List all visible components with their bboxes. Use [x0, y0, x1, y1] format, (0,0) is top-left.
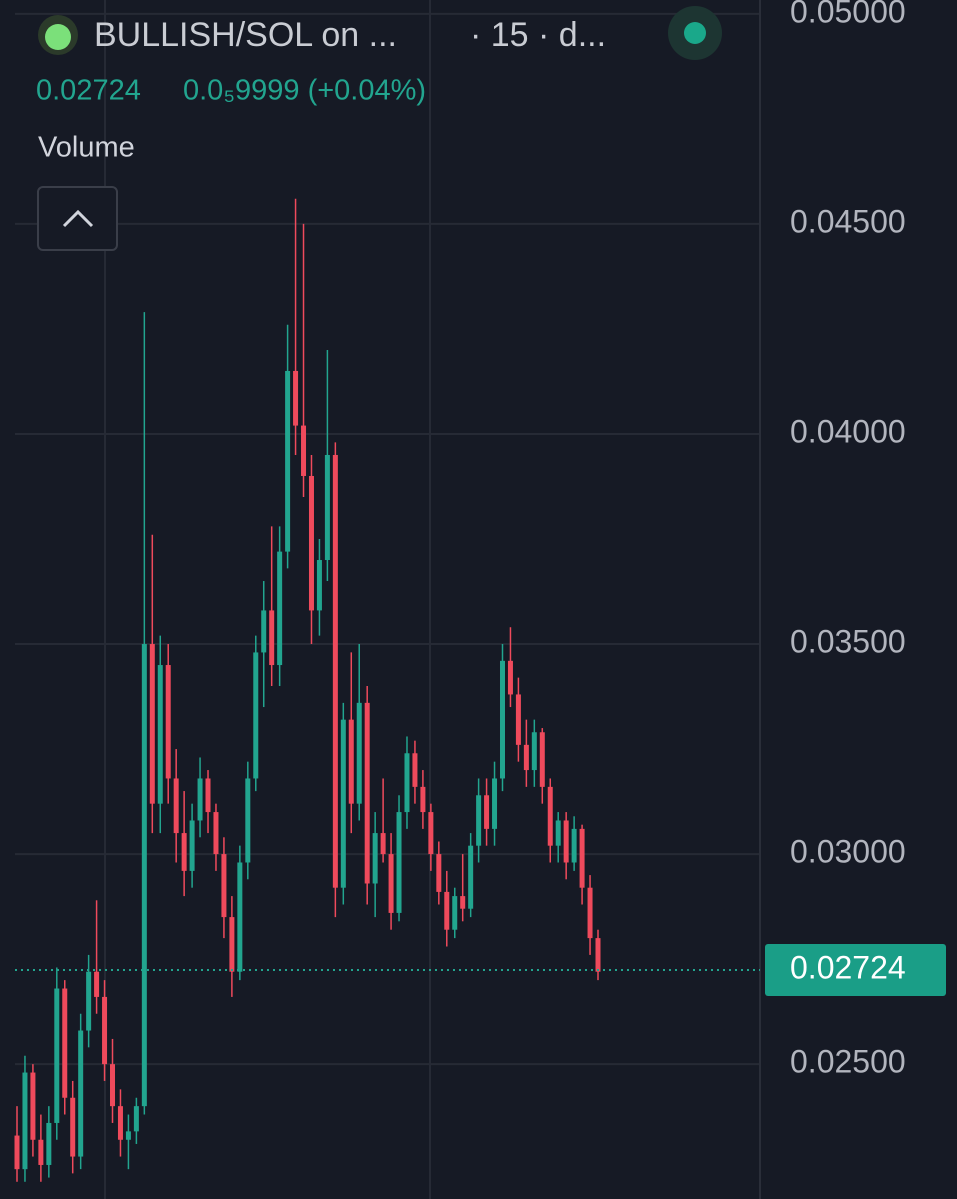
candle-body — [380, 833, 386, 855]
candle-body — [555, 820, 561, 846]
candle-body — [507, 660, 513, 695]
chevron-up — [62, 209, 94, 228]
candle-body — [285, 370, 291, 552]
y-tick-label: 0.04500 — [790, 203, 906, 239]
candle-body — [133, 1106, 139, 1132]
candle-body — [269, 610, 275, 666]
candle-body — [499, 660, 505, 779]
candle-body — [253, 652, 259, 779]
candle-body — [563, 820, 569, 863]
candle-body — [261, 610, 267, 653]
y-tick-label: 0.05000 — [790, 0, 906, 29]
candle-body — [277, 551, 283, 666]
candle-body — [14, 1135, 20, 1170]
candle-body — [539, 732, 545, 787]
candle-body — [229, 917, 235, 972]
last-price: 0.02724 — [36, 75, 141, 107]
candle-body — [332, 454, 338, 888]
candle-body — [460, 896, 466, 909]
candle-body — [173, 778, 179, 834]
current-price-box — [765, 944, 946, 997]
candle-body — [221, 854, 227, 918]
candle-body — [86, 971, 92, 1031]
candle-body — [476, 795, 482, 846]
y-tick-label: 0.04000 — [790, 413, 906, 449]
indicator-name: Volume — [38, 132, 135, 164]
candle-body — [356, 702, 362, 804]
candles — [14, 198, 601, 1182]
token-icon-face — [45, 24, 71, 50]
candle-body — [293, 370, 299, 426]
candle-body — [301, 425, 307, 476]
y-tick-label: 0.03500 — [790, 623, 906, 659]
candle-body — [428, 812, 434, 855]
header: BULLISH/SOL on ... · 15 · d... 0.02724 0… — [36, 6, 722, 251]
candle-body — [404, 753, 410, 813]
current-price-label: 0.02724 — [790, 949, 906, 985]
candle-body — [149, 644, 155, 804]
candle-body — [78, 1030, 84, 1157]
candle-body — [141, 644, 147, 1107]
candle-body — [324, 454, 330, 561]
candle-body — [515, 694, 521, 745]
candle-body — [484, 795, 490, 829]
candle-body — [452, 896, 458, 930]
candle-body — [468, 845, 474, 909]
interval: · 15 · d... — [470, 16, 606, 54]
candle-body — [62, 988, 68, 1098]
candle-body — [579, 828, 585, 888]
candle-body — [436, 854, 442, 892]
candle-body — [117, 1106, 123, 1140]
candle-body — [237, 862, 243, 972]
candle-body — [587, 887, 593, 939]
candle-body — [420, 786, 426, 813]
change: 0.0₅9999 (+0.04%) — [183, 75, 426, 107]
candle-body — [205, 778, 211, 813]
candle-body — [595, 938, 601, 972]
candle-body — [213, 812, 219, 855]
candle-body — [245, 778, 251, 863]
candle-body — [372, 833, 378, 884]
status-dot — [684, 22, 706, 44]
candle-body — [348, 719, 354, 804]
candle-body — [94, 971, 100, 997]
candle-body — [38, 1139, 44, 1165]
candle-body — [547, 786, 553, 846]
candle-body — [571, 828, 577, 863]
candle-body — [444, 891, 450, 930]
y-tick-label: 0.02500 — [790, 1044, 906, 1080]
candle-body — [388, 854, 394, 913]
candle-body — [22, 1072, 28, 1170]
candle-body — [125, 1131, 131, 1140]
candle-body — [412, 753, 418, 787]
collapse-button[interactable] — [37, 186, 118, 251]
candle-body — [531, 732, 537, 771]
candle-body — [30, 1072, 36, 1140]
grid — [15, 12, 760, 1066]
candle-body — [316, 560, 322, 611]
y-tick-label: 0.03000 — [790, 834, 906, 870]
candle-body — [54, 988, 60, 1123]
candle-body — [492, 778, 498, 829]
candle-body — [165, 665, 171, 779]
candle-body — [70, 1097, 76, 1157]
candle-body — [181, 833, 187, 871]
candle-body — [396, 812, 402, 913]
candle-body — [46, 1122, 52, 1165]
candle-body — [189, 820, 195, 871]
candle-body — [102, 996, 108, 1065]
candle-body — [340, 719, 346, 888]
candle-body — [364, 702, 370, 884]
symbol: BULLISH/SOL on ... — [94, 16, 397, 54]
candle-body — [157, 665, 163, 804]
candle-body — [523, 744, 529, 771]
candle-body — [110, 1064, 116, 1107]
candle-body — [308, 475, 314, 611]
candle-body — [197, 778, 203, 821]
